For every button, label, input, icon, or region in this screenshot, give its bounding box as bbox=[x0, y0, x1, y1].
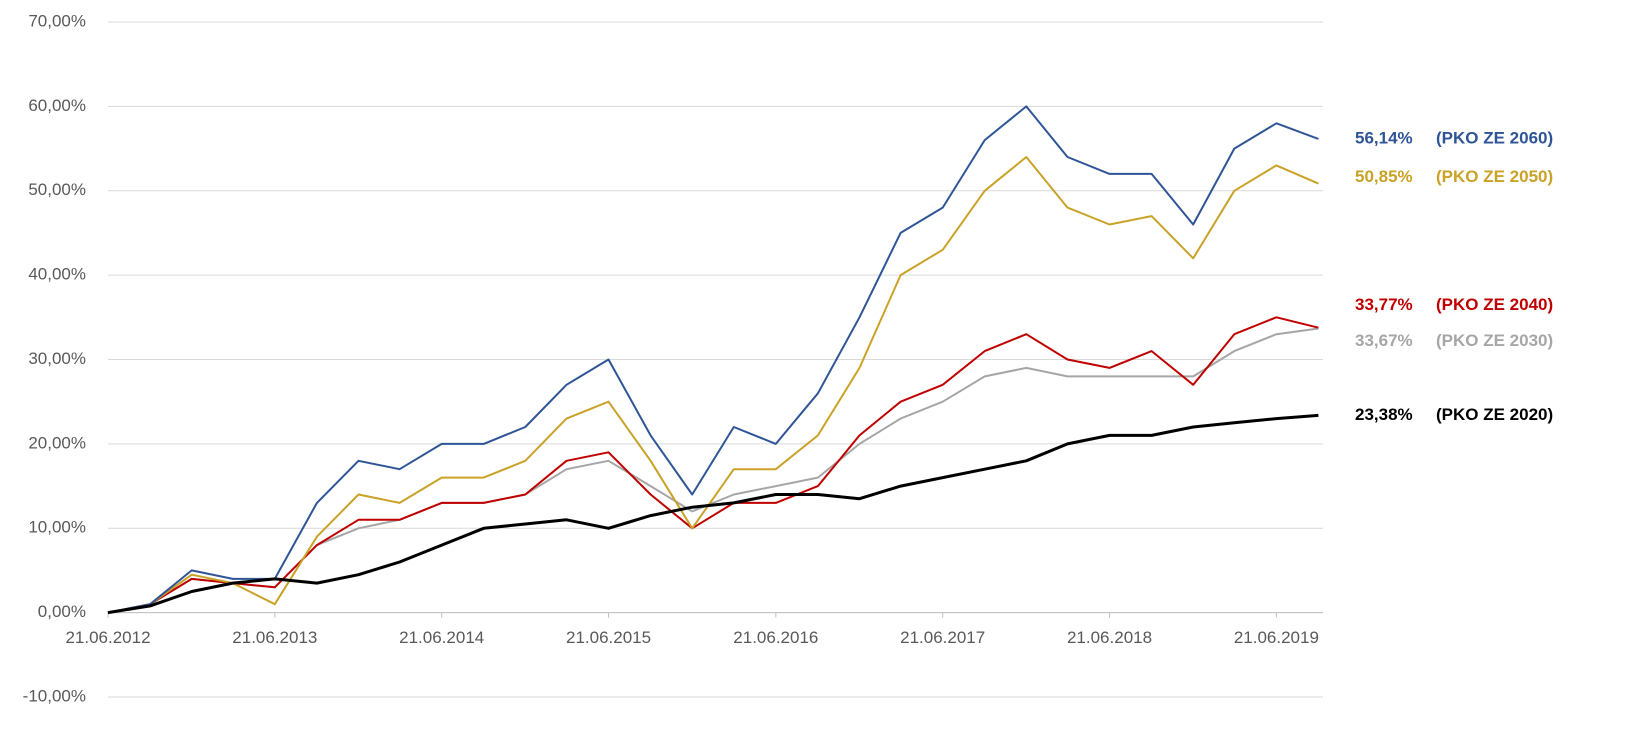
series-line bbox=[107, 156, 1319, 614]
y-tick-label: 0,00% bbox=[38, 602, 86, 621]
y-tick-label: 70,00% bbox=[28, 11, 86, 30]
x-tick-label: 21.06.2015 bbox=[566, 628, 651, 647]
x-tick-label: 21.06.2013 bbox=[232, 628, 317, 647]
y-tick-label: 40,00% bbox=[28, 265, 86, 284]
x-tick-label: 21.06.2016 bbox=[733, 628, 818, 647]
y-tick-label: 30,00% bbox=[28, 349, 86, 368]
x-tick-label: 21.06.2012 bbox=[65, 628, 150, 647]
x-tick-label: 21.06.2014 bbox=[399, 628, 484, 647]
legend-label: (PKO ZE 2050) bbox=[1436, 167, 1553, 186]
legend-label: (PKO ZE 2030) bbox=[1436, 331, 1553, 350]
series-line bbox=[107, 413, 1319, 615]
x-tick-label: 21.06.2017 bbox=[900, 628, 985, 647]
end-value-label: 33,77% bbox=[1355, 295, 1413, 314]
y-tick-label: -10,00% bbox=[23, 686, 86, 705]
x-tick-label: 21.06.2018 bbox=[1067, 628, 1152, 647]
y-tick-label: 60,00% bbox=[28, 96, 86, 115]
end-value-label: 50,85% bbox=[1355, 167, 1413, 186]
end-value-label: 23,38% bbox=[1355, 405, 1413, 424]
series-line bbox=[107, 327, 1319, 614]
x-tick-label: 21.06.2019 bbox=[1234, 628, 1319, 647]
y-tick-label: 50,00% bbox=[28, 180, 86, 199]
y-tick-label: 10,00% bbox=[28, 518, 86, 537]
series-line bbox=[107, 316, 1319, 614]
end-value-label: 56,14% bbox=[1355, 128, 1413, 147]
legend-label: (PKO ZE 2020) bbox=[1436, 405, 1553, 424]
legend-label: (PKO ZE 2040) bbox=[1436, 295, 1553, 314]
end-value-label: 33,67% bbox=[1355, 331, 1413, 350]
series-line bbox=[107, 105, 1319, 614]
y-tick-label: 20,00% bbox=[28, 433, 86, 452]
legend-label: (PKO ZE 2060) bbox=[1436, 128, 1553, 147]
